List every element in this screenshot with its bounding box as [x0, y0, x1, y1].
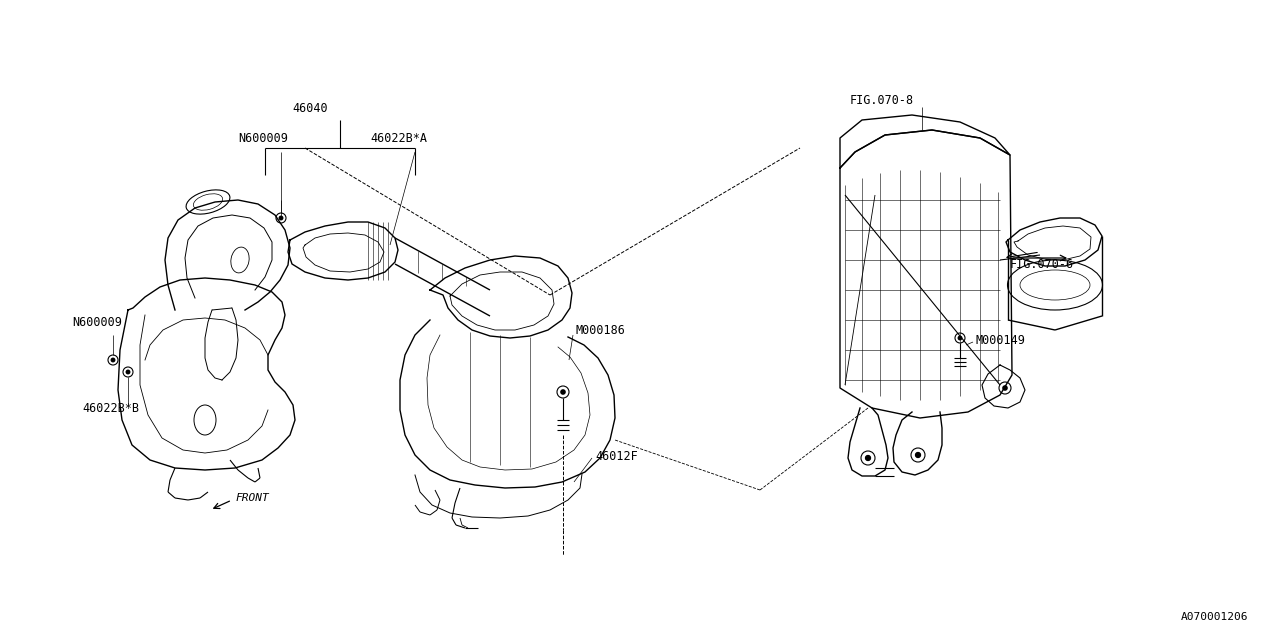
Circle shape [111, 358, 115, 362]
Text: A070001206: A070001206 [1180, 612, 1248, 622]
Circle shape [915, 452, 920, 458]
Text: M000186: M000186 [575, 323, 625, 337]
Text: FIG.070-8: FIG.070-8 [850, 93, 914, 106]
Text: 46022B*A: 46022B*A [370, 131, 428, 145]
Text: M000149: M000149 [975, 333, 1025, 346]
Text: 46012F: 46012F [595, 449, 637, 463]
Text: N600009: N600009 [72, 316, 122, 328]
Circle shape [959, 336, 961, 340]
Circle shape [561, 390, 564, 394]
Circle shape [279, 216, 283, 220]
Text: 46040: 46040 [292, 102, 328, 115]
Text: 46022B*B: 46022B*B [82, 401, 140, 415]
Text: FIG.070-6: FIG.070-6 [1010, 259, 1074, 271]
Circle shape [1004, 386, 1007, 390]
Circle shape [865, 456, 870, 460]
Circle shape [127, 371, 129, 374]
Text: FRONT: FRONT [236, 493, 269, 503]
Text: N600009: N600009 [238, 131, 288, 145]
